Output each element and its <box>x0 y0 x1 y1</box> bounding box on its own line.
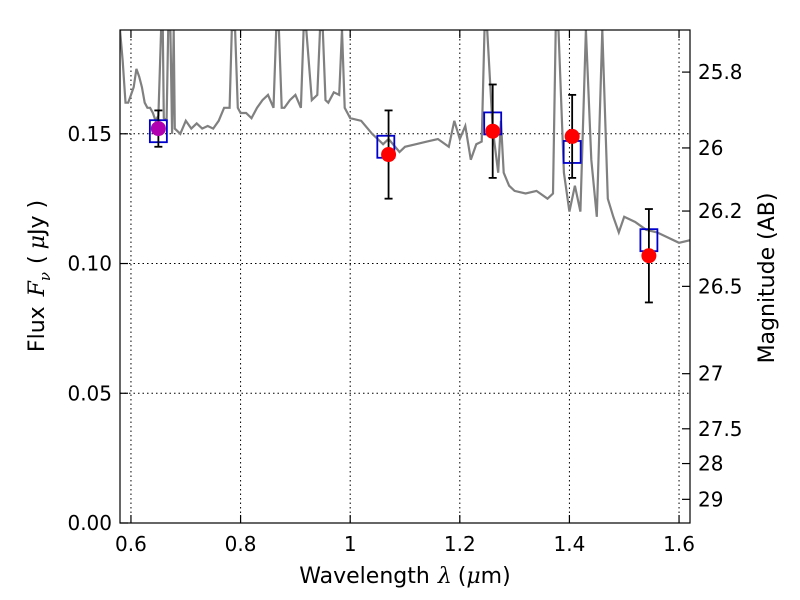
observed-point <box>381 147 397 163</box>
model-spectrum-line <box>120 30 690 244</box>
plot-area <box>120 30 690 304</box>
x-tick-label: 1.6 <box>663 532 695 556</box>
y-axis-label: FluxFν(μJy ) <box>25 200 54 352</box>
y-tick-label: 0.00 <box>67 511 112 535</box>
y2-tick-label: 27.5 <box>698 417 743 441</box>
y-tick-label: 0.10 <box>67 252 112 276</box>
x-tick-label: 0.6 <box>115 532 147 556</box>
y2-tick-label: 29 <box>698 487 723 511</box>
x-axis-label: Wavelength λ (μm) <box>299 564 510 589</box>
axis-ticks: 0.6 0.8 1 1.2 1.4 1.6 0.00 0.05 0.10 0.15 25.8 26 26… <box>67 30 743 556</box>
observed-point <box>150 121 166 137</box>
y2-tick-label: 25.8 <box>698 60 743 84</box>
x-tick-label: 0.8 <box>225 532 257 556</box>
observed-point <box>564 128 580 144</box>
plot-frame <box>119 29 691 524</box>
observed-point <box>641 248 657 264</box>
y2-axis-label: Magnitude (AB) <box>755 193 780 364</box>
photometry-marks <box>148 83 659 304</box>
y-tick-label: 0.05 <box>67 381 112 405</box>
observed-point <box>485 123 501 139</box>
y2-tick-label: 26.2 <box>698 199 743 223</box>
x-tick-label: 1 <box>344 532 357 556</box>
y2-tick-label: 27 <box>698 362 723 386</box>
y2-tick-label: 26 <box>698 136 723 160</box>
x-tick-label: 1.2 <box>444 532 476 556</box>
y-tick-label: 0.15 <box>67 122 112 146</box>
y2-tick-label: 26.5 <box>698 274 743 298</box>
y2-tick-label: 28 <box>698 452 723 476</box>
x-tick-label: 1.4 <box>554 532 586 556</box>
